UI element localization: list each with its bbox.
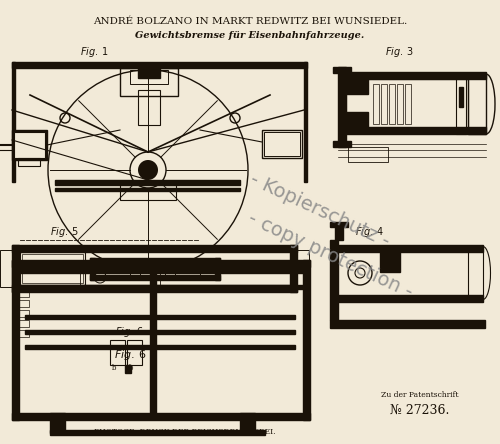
Bar	[18, 158, 40, 166]
Text: b: b	[112, 364, 116, 372]
Bar	[19, 310, 29, 317]
Bar	[140, 260, 165, 278]
Bar	[22, 254, 83, 283]
Bar	[25, 330, 295, 334]
Bar	[90, 258, 220, 263]
Bar	[346, 127, 486, 134]
Bar	[330, 222, 348, 227]
Bar	[297, 250, 309, 287]
Circle shape	[138, 160, 158, 180]
Bar	[338, 245, 483, 252]
Bar	[90, 258, 95, 280]
Bar	[373, 84, 379, 124]
Bar	[19, 330, 29, 337]
Bar	[14, 132, 45, 158]
Bar	[338, 67, 346, 147]
Bar	[264, 132, 300, 156]
Bar	[55, 188, 240, 191]
Bar	[20, 252, 85, 285]
Bar	[55, 180, 240, 185]
Bar	[110, 340, 125, 365]
Bar	[25, 345, 295, 349]
Bar	[397, 84, 403, 124]
Bar	[138, 90, 160, 125]
Bar	[25, 315, 295, 319]
Bar	[381, 84, 387, 124]
Bar	[330, 240, 338, 320]
Bar	[12, 260, 310, 267]
Bar	[19, 267, 303, 273]
Text: Gewichtsbremse für Eisenbahnfahrzeuge.: Gewichtsbremse für Eisenbahnfahrzeuge.	[136, 31, 364, 40]
Bar	[12, 413, 310, 420]
Bar	[0, 250, 12, 287]
Text: $\mathit{Fig.\,1}$: $\mathit{Fig.\,1}$	[80, 45, 108, 59]
Bar	[348, 147, 388, 162]
Bar	[90, 275, 220, 280]
Bar	[262, 130, 302, 158]
Bar	[125, 365, 131, 373]
Text: - copy protection -: - copy protection -	[244, 209, 416, 301]
Bar	[50, 430, 265, 435]
Bar	[346, 112, 368, 129]
Text: b: b	[129, 364, 133, 372]
Bar	[120, 185, 176, 200]
Bar	[80, 267, 160, 289]
Bar	[330, 320, 485, 328]
Text: № 27236.: № 27236.	[390, 404, 450, 416]
Bar	[12, 245, 297, 252]
Bar	[127, 340, 142, 365]
Bar	[12, 62, 307, 68]
Text: $\mathit{Fig.\,5}$: $\mathit{Fig.\,5}$	[50, 225, 78, 239]
Bar	[12, 245, 19, 292]
Bar	[19, 285, 303, 289]
Bar	[456, 74, 466, 134]
Bar	[175, 260, 200, 278]
Bar	[304, 62, 307, 182]
Bar	[12, 130, 47, 160]
Text: $\mathit{Fig.\,4}$: $\mathit{Fig.\,4}$	[355, 225, 384, 239]
Bar	[130, 70, 168, 84]
Text: $\mathit{Fig.\,3}$: $\mathit{Fig.\,3}$	[385, 45, 414, 59]
Bar	[19, 300, 29, 307]
Bar	[138, 68, 160, 78]
Bar	[215, 258, 220, 280]
Bar	[338, 252, 468, 295]
Bar	[335, 225, 343, 240]
Bar	[333, 67, 351, 73]
Bar	[303, 260, 310, 420]
Text: ANDRÉ BOLZANO IN MARKT REDWITZ BEI WUNSIEDEL.: ANDRÉ BOLZANO IN MARKT REDWITZ BEI WUNSI…	[93, 17, 407, 27]
Bar	[12, 285, 297, 292]
Bar	[346, 79, 368, 94]
Bar	[405, 84, 411, 124]
Text: PHOTOGR. DRUCK DER REICHSDRUCKEREI.: PHOTOGR. DRUCK DER REICHSDRUCKEREI.	[94, 428, 276, 436]
Bar	[333, 141, 351, 147]
Bar	[389, 84, 395, 124]
Bar	[346, 72, 486, 79]
Bar	[380, 252, 400, 272]
Text: - Kopierschutz -: - Kopierschutz -	[247, 169, 393, 251]
Bar	[105, 260, 130, 278]
Text: Zu der Patentschrift: Zu der Patentschrift	[382, 391, 459, 399]
Bar	[468, 247, 483, 300]
Bar	[240, 413, 255, 433]
Bar	[12, 260, 19, 420]
Bar	[120, 68, 178, 96]
Bar	[19, 320, 29, 327]
Text: $\mathit{Fig.\,6}$: $\mathit{Fig.\,6}$	[115, 325, 143, 339]
Bar	[290, 245, 297, 292]
Bar	[346, 79, 468, 129]
Bar	[150, 267, 156, 417]
Bar	[468, 74, 486, 134]
Bar	[12, 62, 15, 182]
Text: $\mathit{Fig.\,6}$: $\mathit{Fig.\,6}$	[114, 348, 146, 362]
Bar	[338, 295, 483, 302]
Bar	[50, 413, 65, 433]
Bar	[19, 290, 29, 297]
Bar	[459, 87, 463, 107]
